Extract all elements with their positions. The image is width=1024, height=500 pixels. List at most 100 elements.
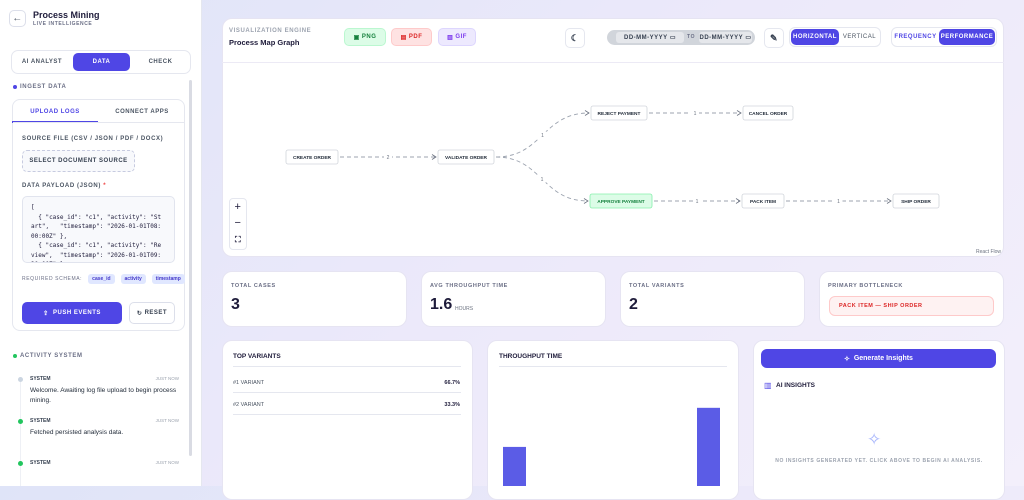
- node: [892, 193, 940, 209]
- edge-label-bg: [538, 175, 546, 183]
- section-title: ACTIVITY SYSTEM: [20, 353, 83, 359]
- activity-message: Welcome. Awaiting log file upload to beg…: [30, 387, 177, 404]
- tab-active[interactable]: DATA: [73, 53, 130, 71]
- activity-time: JUST NOW: [155, 460, 179, 465]
- edge-label-bg: [693, 197, 701, 205]
- bar: [697, 407, 720, 486]
- divider: [222, 62, 1004, 63]
- section-dot: [13, 85, 17, 89]
- tab[interactable]: CHECK: [148, 59, 173, 65]
- eyebrow: VISUALIZATION ENGINE: [229, 28, 312, 34]
- node: [742, 105, 794, 121]
- activity-dot: [18, 419, 23, 424]
- theme-toggle[interactable]: ☾: [565, 28, 585, 48]
- export-gif[interactable]: ▥ GIF: [438, 28, 476, 46]
- node-label: APPROVE PAYMENT: [597, 199, 645, 205]
- mode-active[interactable]: PERFORMANCE: [939, 29, 995, 45]
- zoom-out[interactable]: −: [234, 217, 242, 229]
- orientation-active[interactable]: HORIZONTAL: [791, 29, 839, 45]
- subtab[interactable]: CONNECT APPS: [115, 109, 169, 115]
- node: [590, 105, 648, 121]
- edge-arrow: [431, 154, 437, 160]
- edge-label: 1: [694, 111, 697, 117]
- edit-button[interactable]: ✎: [764, 28, 784, 48]
- tab[interactable]: AI ANALYST: [21, 59, 63, 65]
- divider: [499, 366, 727, 367]
- reset-label: RESET: [144, 310, 168, 316]
- activity-source: SYSTEM: [30, 418, 51, 424]
- variant-name: #2 VARIANT: [233, 402, 265, 408]
- schema-row: REQUIRED SCHEMA: case_id activity timest…: [22, 274, 185, 284]
- app-subtitle: LIVE INTELLIGENCE: [33, 21, 93, 27]
- schema-tag: timestamp: [151, 274, 185, 284]
- variants-card: [222, 340, 473, 500]
- divider: [233, 414, 461, 415]
- stat-label: TOTAL CASES: [231, 283, 276, 289]
- activity-dot: [18, 461, 23, 466]
- divider: [233, 366, 461, 367]
- card-title: THROUGHPUT TIME: [499, 353, 563, 360]
- node-label: CREATE ORDER: [293, 155, 332, 161]
- stat-value: 3: [231, 296, 240, 313]
- export-png[interactable]: ▣ PNG: [344, 28, 386, 46]
- node-label: REJECT PAYMENT: [598, 111, 641, 117]
- date-placeholder: DD-MM-YYYY: [699, 34, 744, 41]
- generate-insights-button[interactable]: ✧ Generate Insights: [761, 349, 996, 368]
- variant-share: 66.7%: [444, 380, 460, 386]
- activity-message: Fetched persisted analysis data.: [30, 429, 124, 436]
- orientation-option[interactable]: VERTICAL: [842, 34, 877, 40]
- stat-label: AVG THROUGHPUT TIME: [430, 283, 508, 289]
- timeline: [20, 382, 21, 486]
- node: [741, 193, 785, 209]
- throughput-chart: [503, 407, 720, 486]
- edge-arrow: [736, 110, 742, 116]
- payload-textarea[interactable]: [ { "case_id": "c1", "activity": "Start"…: [22, 196, 175, 263]
- edge-label-bg: [834, 197, 843, 205]
- nodes: CREATE ORDER VALIDATE ORDER REJECT PAYMENT…: [285, 105, 940, 209]
- subtab-active[interactable]: UPLOAD LOGS: [30, 109, 80, 115]
- node: [437, 149, 495, 165]
- reset-button[interactable]: ↻ RESET: [129, 302, 175, 324]
- export-pdf[interactable]: ▤ PDF: [391, 28, 432, 46]
- required-mark: *: [103, 183, 107, 189]
- select-source-button[interactable]: SELECT DOCUMENT SOURCE: [22, 150, 135, 172]
- zoom-in[interactable]: +: [234, 201, 242, 213]
- stat-card: [222, 271, 407, 327]
- activity-dot: [18, 377, 23, 382]
- empty-state: NO INSIGHTS GENERATED YET. CLICK ABOVE T…: [775, 458, 983, 464]
- insights-icon: ▥: [764, 381, 772, 390]
- stat-label: PRIMARY BOTTLENECK: [828, 283, 903, 289]
- card-title: TOP VARIANTS: [233, 353, 281, 360]
- edge-label: 1: [837, 199, 840, 205]
- sidebar: ← Process Mining LIVE INTELLIGENCE AI AN…: [0, 0, 202, 486]
- date-from[interactable]: DD-MM-YYYY ▭: [616, 32, 684, 43]
- edge-label-bg: [384, 153, 392, 161]
- schema-tag: case_id: [88, 274, 115, 284]
- date-placeholder: DD-MM-YYYY: [623, 34, 668, 41]
- node: [589, 193, 653, 209]
- schema-label: REQUIRED SCHEMA:: [22, 276, 83, 282]
- bottleneck-badge: PACK ITEM — SHIP ORDER: [829, 296, 994, 316]
- edge-arrow: [735, 198, 741, 204]
- date-separator: TO: [687, 34, 696, 40]
- push-button[interactable]: ⇪ PUSH EVENTS: [22, 302, 122, 324]
- fit-view[interactable]: ⛶: [234, 235, 242, 244]
- attribution: React Flow: [976, 249, 1002, 255]
- activity-source: SYSTEM: [30, 376, 51, 382]
- schema-tag: activity: [120, 274, 146, 284]
- node-label: VALIDATE ORDER: [445, 155, 487, 161]
- variant-name: #1 VARIANT: [233, 380, 265, 386]
- date-to[interactable]: DD-MM-YYYY ▭: [699, 32, 752, 43]
- stat-card: [421, 271, 606, 327]
- node-label: SHIP ORDER: [901, 199, 931, 205]
- payload-text: [ { "case_id": "c1", "activity": "Start"…: [31, 204, 162, 262]
- process-map: 2 1 1 1 1 1 CREATE ORDER VALIDATE ORDER REJECT …: [285, 105, 940, 209]
- edge-label-bg: [691, 109, 699, 117]
- scrollbar: [189, 80, 192, 456]
- ingest-card: [12, 99, 185, 331]
- activity-time: JUST NOW: [155, 418, 179, 423]
- back-button[interactable]: ←: [9, 10, 26, 27]
- mode-option[interactable]: FREQUENCY: [894, 34, 937, 40]
- edge-label-bg: [538, 131, 547, 139]
